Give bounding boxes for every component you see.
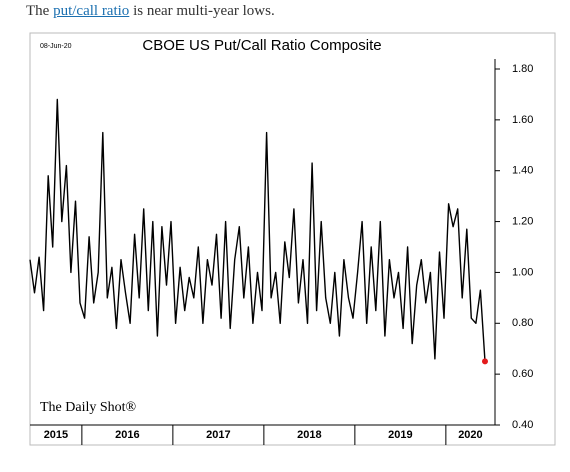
chart-frame xyxy=(29,32,556,446)
caption-text: is near multi-year lows. xyxy=(133,3,275,19)
line-series xyxy=(29,98,486,362)
link[interactable]: put/call ratio xyxy=(53,3,130,19)
y-tick-label: 1.20 xyxy=(512,215,533,227)
y-tick-label: 0.60 xyxy=(512,368,533,380)
source: The Daily Shot® xyxy=(40,400,137,415)
y-tick-label: 0.40 xyxy=(512,419,533,431)
y-tick-label: 1.00 xyxy=(512,266,533,278)
chart-date: 08-Jun-20 xyxy=(40,43,72,50)
last-point xyxy=(481,358,488,365)
y-tick-label: 1.60 xyxy=(512,114,533,126)
x-tick-label: 2017 xyxy=(206,429,230,441)
y-tick-label: 0.80 xyxy=(512,317,533,329)
chart-title: CBOE US Put/Call Ratio Composite xyxy=(142,37,381,54)
x-tick-label: 2019 xyxy=(388,429,412,441)
x-tick-label: 2018 xyxy=(297,429,321,441)
caption-text: The xyxy=(26,3,50,19)
y-tick-label: 1.80 xyxy=(512,63,533,75)
caption: The put/call ratio is near multi-year lo… xyxy=(26,3,275,20)
y-tick-label: 1.40 xyxy=(512,165,533,177)
x-tick-label: 2020 xyxy=(458,429,482,441)
x-tick-label: 2015 xyxy=(44,429,68,441)
x-tick-label: 2016 xyxy=(115,429,139,441)
